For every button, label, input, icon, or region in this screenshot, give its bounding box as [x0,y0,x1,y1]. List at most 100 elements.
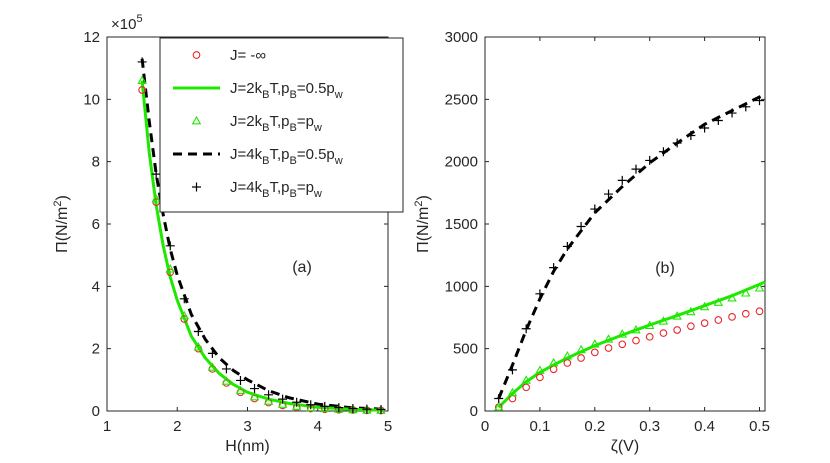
legend-label-sub: B [289,155,296,167]
legend-label-mid: T,p [269,179,289,196]
data-point-green-triangle [179,310,190,320]
y-tick-label-b: 0 [470,403,478,420]
data-point-green-triangle [249,391,260,401]
data-point-green-triangle [151,193,161,203]
data-point-black-plus [631,164,641,174]
data-point-black-plus [521,324,531,334]
data-point-black-plus [535,289,545,299]
x-axis-label-a: H(nm) [225,438,269,455]
data-point-green-triangle [165,264,175,273]
x-tick-label-b: 0.5 [749,418,770,435]
data-point-black-plus [590,204,600,214]
data-point-black-plus [645,155,655,165]
legend-label-sub: B [262,155,269,167]
data-point-green-triangle [277,399,288,408]
legend-label-post: =0.5p [297,80,335,97]
series-a-black-plus [137,57,386,414]
data-point-green-triangle [207,362,218,371]
data-point-red-circle [645,332,654,341]
data-point-black-plus [137,57,147,67]
legend-label-sub: B [262,188,269,200]
data-point-green-triangle [263,396,274,405]
legend-label-sub: B [289,188,296,200]
data-point-green-triangle [686,306,696,316]
y-axis-label-b: Π(N/m2) [413,195,432,253]
data-point-black-plus [376,404,386,414]
legend-label-sub: B [289,89,296,101]
y-tick-label-a: 2 [92,341,100,358]
data-point-red-circle [700,319,709,327]
legend-label-pre: J=4k [230,146,263,163]
plot-frame-b [484,36,766,412]
panel-label-a: (a) [292,259,312,276]
data-point-green-triangle [320,403,330,413]
legend-label-sub: w [313,122,322,134]
y-tick-label-b: 3000 [445,29,478,46]
series-line-green-line [497,280,766,409]
legend-swatch-red-circle [192,51,201,59]
legend-label-post: =p [297,113,314,130]
y-axis-label-a: Π(N/m2) [52,195,71,253]
data-point-black-plus [562,241,572,251]
data-point-green-triangle [754,283,765,292]
x-tick-label-a: 1 [103,418,111,435]
data-point-black-plus [151,169,161,179]
legend-label: J=2kBT,pB=pw [230,113,322,134]
data-point-green-triangle [631,324,641,334]
data-point-green-triangle [617,329,627,338]
legend-label-sub: w [334,89,343,101]
x-axis-label-b: ζ(V) [611,438,639,455]
data-point-black-plus [207,348,217,358]
data-point-red-circle [741,309,750,318]
x-tick-label-a: 4 [314,418,322,435]
y-tick-label-a: 12 [83,29,100,46]
legend-label-pre: J=4k [230,179,263,196]
data-point-green-triangle [548,357,559,367]
x-tick-label-b: 0.4 [694,418,715,435]
y-axis-label-main: Π(N/m [415,207,432,253]
legend: J= -∞J=2kBT,pB=0.5pwJ=2kBT,pB=pwJ=4kBT,p… [159,37,404,213]
data-point-black-plus [494,394,504,404]
data-point-black-plus [700,123,710,133]
y-tick-label-b: 1500 [445,216,478,233]
data-point-green-triangle [699,301,710,311]
data-point-red-circle [522,383,531,392]
data-point-green-triangle [727,293,737,302]
data-point-green-triangle [521,375,531,384]
y-axis-label-sup: 2 [52,200,64,206]
y-tick-label-a: 10 [83,91,100,108]
data-point-red-circle [632,336,640,345]
x-tick-label-b: 0 [481,418,489,435]
data-point-green-triangle [305,402,316,412]
legend-label: J=2kBT,pB=0.5pw [230,80,343,101]
data-point-green-triangle [235,385,246,395]
data-point-black-plus [658,147,668,157]
data-point-red-circle [604,344,613,352]
data-point-red-circle [714,316,723,324]
data-point-red-circle [138,86,146,94]
data-point-black-plus [672,138,682,148]
data-point-black-plus [221,364,231,374]
data-point-green-triangle [493,402,504,411]
data-point-red-circle [563,359,572,367]
data-point-black-plus [741,102,751,112]
data-point-black-plus [713,116,723,126]
data-point-black-plus [235,375,245,385]
data-point-black-plus [686,130,696,140]
data-point-green-triangle [741,288,751,297]
data-point-red-circle [590,348,599,357]
data-point-black-plus [250,384,260,394]
data-point-black-plus [334,403,344,413]
legend-label-post: =p [297,179,314,196]
y-multiplier-exp: 5 [136,13,142,25]
y-tick-label-b: 1000 [445,278,478,295]
y-multiplier-a: ×105 [111,13,143,33]
legend-box [159,37,404,213]
data-point-black-plus [604,189,614,199]
series-b-red-circle [494,307,764,412]
data-point-green-triangle [334,404,344,413]
data-point-green-triangle [658,316,669,325]
legend-label-sub: B [289,122,296,134]
data-point-green-triangle [576,344,586,354]
data-point-green-triangle [713,297,724,306]
